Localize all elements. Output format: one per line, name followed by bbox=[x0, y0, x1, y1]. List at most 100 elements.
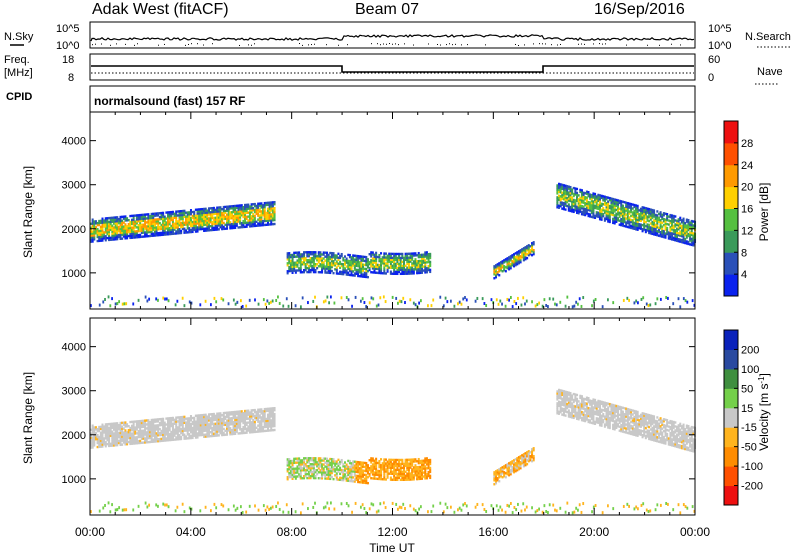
velocity-cell bbox=[183, 435, 186, 438]
power-cell bbox=[667, 223, 670, 226]
velocity-cell bbox=[201, 413, 204, 417]
velocity-cell bbox=[343, 469, 347, 472]
power-cell bbox=[414, 260, 417, 263]
power-cell bbox=[343, 263, 347, 266]
velocity-cell bbox=[112, 434, 115, 437]
power-cell bbox=[170, 228, 173, 232]
power-cell bbox=[355, 264, 358, 268]
velocity-cell bbox=[167, 429, 170, 432]
power-cell bbox=[160, 223, 163, 227]
power-cell bbox=[230, 213, 233, 216]
power-cell bbox=[566, 204, 569, 208]
velocity-cell bbox=[126, 443, 129, 446]
velocity-cell bbox=[124, 421, 127, 424]
velocity-cell bbox=[227, 423, 230, 426]
power-cell bbox=[247, 219, 250, 222]
power-cell bbox=[257, 224, 260, 227]
power-cell bbox=[661, 235, 664, 238]
velocity-cell bbox=[260, 430, 263, 433]
power-cell bbox=[160, 233, 163, 237]
nsearch-point bbox=[449, 43, 450, 45]
velocity-cell bbox=[109, 428, 112, 432]
power-cell bbox=[496, 263, 499, 266]
velocity-cell bbox=[91, 430, 94, 433]
power-cell bbox=[498, 264, 501, 267]
power-cell bbox=[230, 207, 233, 210]
power-cell bbox=[666, 230, 669, 234]
power-cell bbox=[631, 213, 634, 216]
velocity-cell bbox=[189, 434, 192, 438]
power-cell bbox=[661, 215, 664, 218]
power-cell bbox=[610, 207, 613, 210]
power-cell bbox=[419, 261, 422, 265]
power-cell bbox=[271, 213, 274, 216]
power-cell bbox=[319, 257, 322, 260]
power-cell bbox=[262, 221, 265, 225]
power-cell bbox=[386, 262, 389, 265]
velocity-cell bbox=[329, 461, 332, 465]
power-cell bbox=[680, 238, 683, 242]
power-cell bbox=[404, 272, 407, 275]
power-cell bbox=[227, 221, 230, 224]
velocity-cell bbox=[358, 463, 361, 466]
velocity-cell bbox=[270, 427, 273, 430]
power-cell bbox=[422, 265, 425, 268]
power-cell bbox=[242, 211, 245, 215]
power-cell bbox=[547, 305, 549, 309]
power-cell bbox=[239, 218, 242, 221]
power-cell bbox=[381, 262, 384, 265]
velocity-cell bbox=[273, 428, 276, 432]
power-cell bbox=[203, 229, 206, 232]
power-cell bbox=[209, 217, 212, 220]
power-cell bbox=[298, 267, 301, 270]
power-cell bbox=[217, 224, 220, 227]
power-cell bbox=[266, 207, 270, 210]
velocity-cell bbox=[140, 425, 143, 429]
power-cell bbox=[196, 220, 199, 223]
velocity-cell bbox=[271, 413, 274, 416]
power-cell bbox=[391, 256, 394, 260]
power-cell bbox=[262, 223, 265, 227]
power-cell bbox=[679, 234, 682, 237]
power-cell bbox=[373, 257, 376, 260]
power-cell bbox=[361, 297, 364, 301]
power-cell bbox=[636, 216, 639, 220]
velocity-cell bbox=[319, 469, 322, 472]
power-cell bbox=[214, 220, 217, 223]
power-cell bbox=[134, 222, 137, 225]
power-cell bbox=[522, 255, 525, 258]
power-cell bbox=[322, 251, 325, 254]
power-cell bbox=[406, 260, 409, 263]
power-cell bbox=[227, 223, 230, 226]
power-cell bbox=[620, 202, 623, 205]
power-cell bbox=[352, 254, 355, 257]
velocity-cell bbox=[157, 428, 160, 431]
power-cell bbox=[425, 253, 428, 256]
velocity-cell bbox=[91, 442, 94, 445]
power-cell bbox=[178, 224, 181, 227]
power-cell bbox=[250, 211, 253, 214]
power-cell bbox=[587, 208, 590, 212]
power-cell bbox=[656, 232, 659, 235]
velocity-cell bbox=[130, 440, 134, 443]
power-cell bbox=[155, 220, 158, 223]
power-cell bbox=[420, 253, 424, 257]
power-cell bbox=[199, 223, 202, 227]
power-cell bbox=[401, 268, 404, 272]
velocity-cell bbox=[250, 423, 253, 426]
power-cell bbox=[199, 219, 202, 223]
velocity-cell bbox=[322, 471, 325, 474]
power-cell bbox=[183, 213, 186, 217]
velocity-cell bbox=[311, 470, 314, 474]
power-cell bbox=[677, 218, 680, 221]
velocity-cell bbox=[309, 466, 312, 470]
power-x-ticks bbox=[89, 112, 696, 309]
velocity-cell bbox=[116, 439, 119, 443]
power-cell bbox=[140, 235, 143, 238]
power-cell bbox=[506, 267, 509, 270]
velocity-cell bbox=[129, 426, 132, 430]
power-cell bbox=[556, 200, 559, 203]
power-cell bbox=[612, 219, 615, 223]
power-cell bbox=[234, 302, 237, 306]
power-cell bbox=[316, 263, 319, 266]
